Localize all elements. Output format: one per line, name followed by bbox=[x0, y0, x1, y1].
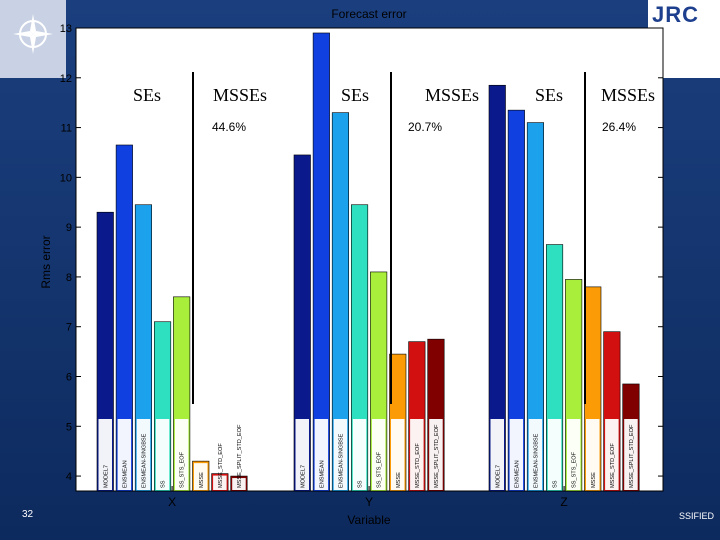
bar-series-label: MODEL7 bbox=[495, 465, 501, 488]
bar-y-2 bbox=[331, 112, 350, 492]
bar-series-label: SS_STS_EOF bbox=[180, 451, 186, 488]
y-tick-label: 5 bbox=[66, 421, 72, 433]
y-tick-label: 11 bbox=[61, 123, 72, 135]
msses-annotation: MSSEs bbox=[425, 85, 479, 105]
msses-annotation: MSSEs bbox=[213, 85, 267, 105]
y-tick-label: 12 bbox=[60, 73, 72, 85]
bar-label-box bbox=[352, 419, 367, 490]
bar-label-box bbox=[528, 419, 543, 490]
bar-series-label: MSSE_STD_EOF bbox=[415, 443, 421, 488]
bar-label-box bbox=[136, 419, 151, 490]
bar-series-label: MSSE bbox=[591, 472, 597, 488]
bar-series-label: MSSE_STD_EOF bbox=[610, 443, 616, 488]
nato-compass-icon bbox=[13, 14, 53, 54]
bar-x-1 bbox=[115, 144, 133, 492]
x-tick-label: Z bbox=[560, 495, 567, 509]
bar-label-box bbox=[509, 419, 524, 490]
bar-y-0 bbox=[293, 154, 311, 492]
y-tick-label: 9 bbox=[66, 222, 72, 234]
nato-logo-panel bbox=[0, 0, 66, 78]
jrc-logo-text: JRC bbox=[652, 2, 700, 27]
ses-annotation: SEs bbox=[133, 85, 161, 105]
bar-series-label: MODEL7 bbox=[300, 465, 306, 488]
bar-series-label: MSSE bbox=[199, 472, 205, 488]
bar-label-box bbox=[605, 419, 619, 490]
bar-label-box bbox=[410, 419, 424, 490]
bar-label-box bbox=[232, 478, 246, 490]
bar-label-box bbox=[333, 419, 348, 490]
bar-series-label: MSSE_SPLIT_STD_EOF bbox=[629, 424, 635, 488]
y-tick-label: 13 bbox=[60, 23, 72, 35]
bar-z-2 bbox=[526, 122, 545, 492]
bar-series-label: MSSE_SPLIT_STD_EOF bbox=[237, 424, 243, 488]
page-number: 32 bbox=[22, 509, 34, 520]
bar-series-label: SS bbox=[161, 480, 167, 488]
msses-annotation: MSSEs bbox=[601, 85, 655, 105]
bar-label-box bbox=[314, 419, 329, 490]
improvement-percentage: 26.4% bbox=[602, 120, 636, 134]
y-tick-label: 7 bbox=[66, 322, 72, 334]
bar-series-label: ENSMEAN-SINGBSE bbox=[533, 433, 539, 488]
bar-series-label: MSSE bbox=[396, 472, 402, 488]
bar-label-box bbox=[174, 419, 189, 490]
bar-label-box bbox=[194, 463, 208, 490]
y-tick-label: 6 bbox=[66, 371, 72, 383]
bar-label-box bbox=[98, 419, 112, 490]
improvement-percentage: 44.6% bbox=[212, 120, 246, 134]
bar-label-box bbox=[391, 419, 405, 490]
y-tick-label: 10 bbox=[60, 172, 72, 184]
bar-label-box bbox=[295, 419, 309, 490]
bar-label-box bbox=[155, 419, 170, 490]
bar-label-box bbox=[547, 419, 562, 490]
bar-series-label: ENSMEAN bbox=[122, 460, 128, 488]
bar-series-label: ENSMEAN bbox=[514, 460, 520, 488]
bar-y-1 bbox=[312, 32, 330, 492]
bar-label-box bbox=[490, 419, 504, 490]
bar-label-box bbox=[429, 419, 443, 490]
classification-label: SSIFIED bbox=[678, 511, 714, 521]
bar-series-label: SS_STS_EOF bbox=[572, 451, 578, 488]
bar-series-label: ENSMEAN-SINGBSE bbox=[338, 433, 344, 488]
ses-annotation: SEs bbox=[535, 85, 563, 105]
bar-series-label: SS bbox=[358, 480, 364, 488]
ses-annotation: SEs bbox=[341, 85, 369, 105]
y-axis-label: Rms error bbox=[39, 235, 53, 288]
bar-series-label: MSSE_STD_EOF bbox=[218, 443, 224, 488]
bar-series-label: MSSE_SPLIT_STD_EOF bbox=[434, 424, 440, 488]
bar-series-label: ENSMEAN-SINGBSE bbox=[141, 433, 147, 488]
x-tick-label: X bbox=[168, 495, 176, 509]
bar-label-box bbox=[566, 419, 581, 490]
bar-label-box bbox=[624, 419, 638, 490]
y-tick-label: 8 bbox=[66, 272, 72, 284]
chart-title: Forecast error bbox=[331, 7, 406, 21]
x-axis-label: Variable bbox=[347, 513, 390, 527]
bar-series-label: SS bbox=[553, 480, 559, 488]
x-tick-label: Y bbox=[365, 495, 373, 509]
improvement-percentage: 20.7% bbox=[408, 120, 442, 134]
bar-series-label: ENSMEAN bbox=[319, 460, 325, 488]
bar-z-1 bbox=[507, 109, 525, 492]
bar-label-box bbox=[117, 419, 132, 490]
bar-series-label: SS_STS_EOF bbox=[377, 451, 383, 488]
bar-series-label: MODEL7 bbox=[103, 465, 109, 488]
bar-label-box bbox=[371, 419, 386, 490]
bar-label-box bbox=[586, 419, 600, 490]
bar-label-box bbox=[213, 475, 227, 490]
y-tick-label: 4 bbox=[66, 471, 72, 483]
bar-z-0 bbox=[488, 84, 506, 492]
